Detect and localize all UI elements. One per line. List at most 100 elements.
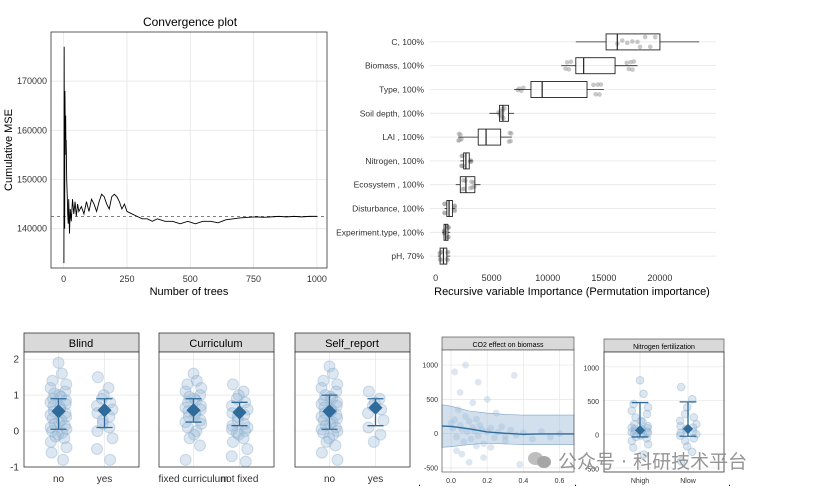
importance-box [459, 176, 476, 194]
importance-point [630, 67, 635, 72]
data-point [510, 371, 518, 379]
data-point [692, 419, 701, 429]
data-point [315, 398, 328, 411]
data-point [91, 425, 104, 438]
data-point [362, 421, 375, 434]
data-point [492, 409, 500, 417]
data-point [46, 425, 59, 438]
self-report-panel: Self_report no yes [294, 332, 411, 485]
convergence-plot: Convergence plot 0 250 500 750 1000 140000 150… [3, 15, 328, 298]
data-point [45, 446, 58, 459]
data-point [639, 389, 648, 399]
panel-ytick-label: 500 [587, 399, 599, 406]
data-point [465, 417, 473, 425]
data-point [469, 399, 477, 407]
data-point [501, 432, 509, 440]
data-point [456, 389, 464, 396]
data-point [320, 435, 333, 448]
data-point [480, 454, 487, 462]
data-point [53, 389, 66, 402]
data-point [642, 409, 652, 419]
importance-point [628, 59, 634, 65]
convergence-ticks: 0 250 500 750 1000 140000 150000 160000 170000 [17, 76, 327, 284]
convergence-xtick-label: 1000 [307, 274, 327, 284]
nitrogen-strip-title: Nitrogen fertilization [633, 344, 695, 351]
data-point [465, 459, 473, 466]
data-point [453, 433, 460, 441]
data-point [188, 428, 201, 441]
data-point [183, 432, 196, 445]
data-point [49, 430, 62, 443]
category-label: not fixed [221, 474, 259, 485]
data-point [60, 378, 73, 391]
importance-point [458, 132, 463, 137]
convergence-xtick-label: 0 [61, 274, 66, 284]
data-point [225, 399, 238, 412]
data-point [476, 421, 484, 429]
data-point [44, 435, 57, 448]
data-point [331, 453, 344, 466]
data-point [195, 381, 208, 394]
importance-xtick-label: 15000 [591, 273, 616, 283]
data-point [643, 423, 652, 433]
data-point [676, 421, 685, 431]
convergence-ytick-label: 160000 [17, 125, 47, 135]
wechat-icon [528, 450, 552, 470]
data-point [57, 453, 70, 466]
importance-point [438, 257, 444, 263]
data-point [627, 406, 637, 415]
data-point [237, 432, 250, 445]
data-point [315, 446, 328, 459]
convergence-ytick-label: 140000 [17, 224, 47, 234]
data-point [58, 432, 71, 445]
data-point [447, 419, 455, 427]
data-point [52, 356, 65, 369]
panel-background [295, 352, 410, 467]
importance-ticks: C, 100% Biomass, 100% Type, 100% Soil depth… [336, 37, 672, 283]
data-point [682, 442, 692, 451]
convergence-xtick-label: 750 [246, 274, 261, 284]
data-point [317, 426, 330, 439]
importance-category-label: Type, 100% [379, 85, 424, 95]
data-point [472, 442, 480, 450]
data-point [330, 396, 343, 409]
separator-dot: . [418, 477, 421, 489]
importance-point [642, 34, 648, 40]
importance-point [652, 34, 658, 40]
importance-xlabel: Recursive variable Importance (Permutati… [434, 286, 710, 298]
data-point [60, 410, 73, 423]
data-point [58, 419, 71, 432]
data-point [59, 394, 72, 407]
data-point [193, 439, 206, 452]
data-point [462, 361, 469, 369]
category-label: Nhigh [631, 478, 649, 485]
data-point [232, 389, 245, 402]
data-point [474, 432, 482, 440]
data-point [323, 432, 336, 445]
self-report-strip-title: Self_report [325, 338, 379, 350]
data-point [643, 402, 653, 412]
data-point [90, 443, 103, 456]
importance-category-label: Disturbance, 100% [352, 204, 424, 214]
data-point [627, 427, 636, 437]
data-point [453, 447, 460, 455]
importance-gridlines [430, 41, 716, 257]
data-point [507, 426, 515, 434]
data-point [194, 414, 207, 427]
importance-plot: C, 100% Biomass, 100% Type, 100% Soil depth… [336, 33, 716, 298]
data-point [330, 399, 343, 412]
data-point [643, 421, 653, 431]
data-point [638, 417, 647, 427]
data-point [643, 440, 653, 449]
importance-category-label: LAI , 100% [382, 132, 424, 142]
separator-dot: . [574, 477, 577, 489]
panel-ytick-label: 500 [426, 397, 438, 404]
category-label: no [53, 474, 65, 485]
panel-xtick-label: 0.2 [482, 478, 492, 485]
data-point [60, 441, 73, 454]
convergence-title: Convergence plot [143, 15, 238, 29]
mean-marker [368, 400, 383, 415]
importance-point [624, 40, 630, 46]
importance-box [605, 33, 661, 51]
